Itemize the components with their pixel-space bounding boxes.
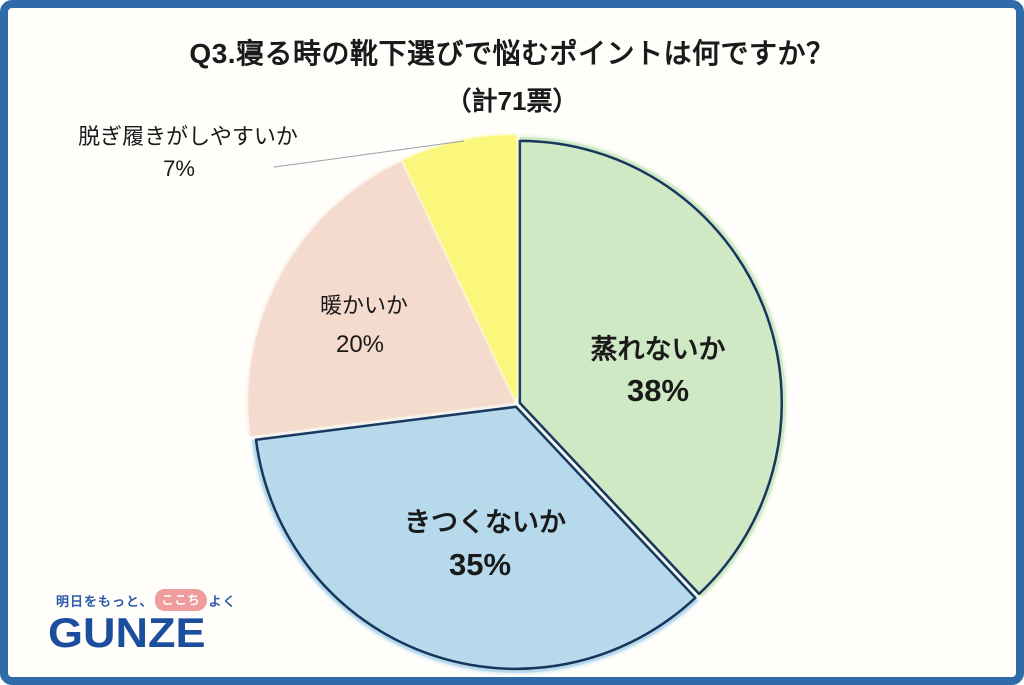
logo-tagline: 明日をもっと、 ここち よく	[56, 589, 237, 611]
tagline-text-before: 明日をもっと、	[56, 593, 154, 609]
gunze-logo: 明日をもっと、 ここち よく GUNZE	[48, 589, 237, 657]
page-title: Q3.寝る時の靴下選びで悩むポイントは何ですか？	[189, 38, 835, 69]
slice-label-kitsukunaika: きつくないか	[404, 507, 566, 538]
slice-label-atatakaika: 暖かいか	[319, 293, 409, 318]
slice-pct-kitsukunaika: 35%	[448, 547, 512, 582]
brand-wordmark: GUNZE	[48, 609, 206, 657]
tagline-highlight-badge: ここち	[155, 589, 207, 611]
pie-slice-1	[252, 406, 699, 673]
slice-pct-murenaika: 38%	[626, 373, 690, 408]
pie-slice-2	[248, 161, 515, 436]
slice-pct-atatakaika: 20%	[335, 331, 385, 358]
vote-count-subtitle: （計71票）	[445, 86, 579, 116]
slice-pct-nugihaki: 7%	[163, 156, 195, 181]
slice-label-murenaika: 蒸れないか	[590, 334, 726, 365]
tagline-text-after: よく	[208, 593, 237, 609]
pie-slice-0	[519, 136, 786, 597]
pie-slice-outline-1	[254, 405, 697, 671]
pie-slice-3	[403, 135, 517, 402]
pie-slice-outline-0	[518, 139, 784, 596]
callout-leader-line	[273, 140, 465, 168]
pie-chart	[248, 135, 786, 673]
slice-label-nugihaki: 脱ぎ履きがしやすいか	[78, 124, 298, 149]
